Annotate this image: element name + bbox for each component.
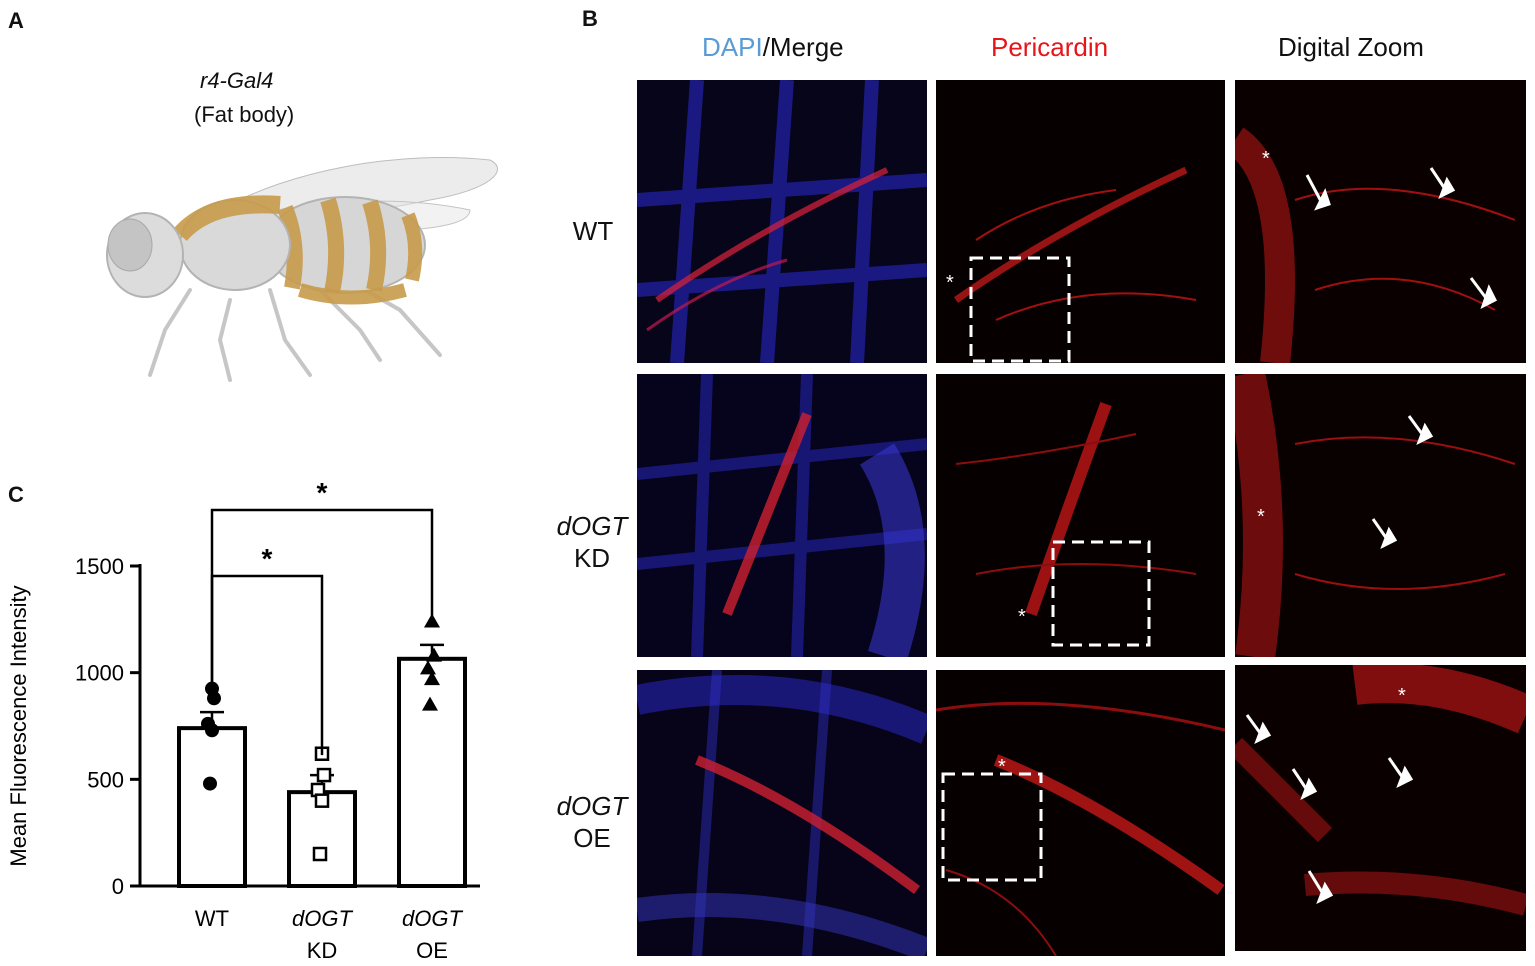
image-kd-zoom: * (1235, 374, 1526, 657)
bar (177, 726, 247, 888)
data-point (424, 671, 440, 686)
asterisk-marker: * (946, 272, 954, 294)
asterisk-marker: * (998, 756, 1006, 778)
row-label-oe-gene: dOGT (556, 791, 628, 821)
data-point (205, 723, 219, 738)
image-oe-zoom: * (1235, 665, 1526, 951)
row-label-oe-text: OE (573, 823, 611, 853)
bar-chart: 0 500 1000 1500 Mean Fluorescence Intensity W… (6, 477, 480, 963)
column-header-zoom: Digital Zoom (1278, 32, 1424, 62)
significance-bracket (210, 508, 434, 693)
data-point (312, 846, 328, 862)
x-tick-label: dOGT (402, 906, 463, 931)
asterisk-marker: * (1018, 606, 1026, 628)
panel-b-letter: B (582, 6, 598, 31)
image-wt-merge (637, 80, 927, 363)
zoom-region-box (1051, 540, 1151, 647)
column-header-merge: DAPI/Merge (702, 32, 844, 63)
row-label-kd-text: KD (573, 543, 611, 573)
fly-illustration (106, 156, 498, 382)
row-label-oe: dOGT OE (542, 790, 642, 854)
data-point (426, 647, 442, 662)
significance-label: * (317, 477, 328, 508)
x-tick-label: KD (307, 938, 338, 963)
image-wt-zoom: * (1235, 80, 1526, 363)
asterisk-marker: * (1262, 148, 1270, 170)
image-oe-pericardin: * (936, 670, 1225, 956)
data-point (314, 793, 330, 808)
row-label-kd: dOGT KD (542, 510, 642, 574)
image-oe-merge (637, 670, 927, 956)
data-point (207, 691, 221, 706)
dapi-label: DAPI (702, 32, 763, 62)
panel-a-letter: A (8, 8, 24, 33)
y-tick-label: 0 (112, 874, 124, 899)
image-wt-pericardin: * (936, 80, 1225, 363)
y-axis-label: Mean Fluorescence Intensity (6, 585, 31, 866)
x-tick-label: OE (416, 938, 448, 963)
driver-label: r4-Gal4 (200, 68, 274, 93)
x-tick-label: dOGT (292, 906, 353, 931)
panel-c-letter: C (8, 482, 24, 507)
data-point (422, 696, 438, 711)
significance-label: * (262, 543, 273, 574)
image-kd-merge (637, 374, 927, 657)
column-header-pericardin: Pericardin (991, 32, 1109, 62)
zoom-region-box (941, 772, 1043, 882)
row-label-kd-gene: dOGT (556, 511, 628, 541)
bar (397, 656, 467, 888)
asterisk-marker: * (1398, 685, 1406, 707)
zoom-region-box (969, 256, 1071, 363)
data-point (316, 767, 332, 783)
data-point (203, 776, 217, 791)
merge-label: /Merge (762, 32, 844, 62)
row-label-wt: WT (543, 215, 643, 247)
row-label-wt-text: WT (572, 216, 614, 246)
y-tick-label: 500 (87, 767, 124, 792)
x-tick-label: WT (195, 906, 229, 931)
data-point (420, 660, 436, 675)
image-kd-pericardin: * (936, 374, 1225, 657)
y-tick-label: 1000 (75, 661, 124, 686)
asterisk-marker: * (1257, 506, 1265, 528)
y-tick-label: 1500 (75, 554, 124, 579)
tissue-label: (Fat body) (194, 102, 295, 127)
